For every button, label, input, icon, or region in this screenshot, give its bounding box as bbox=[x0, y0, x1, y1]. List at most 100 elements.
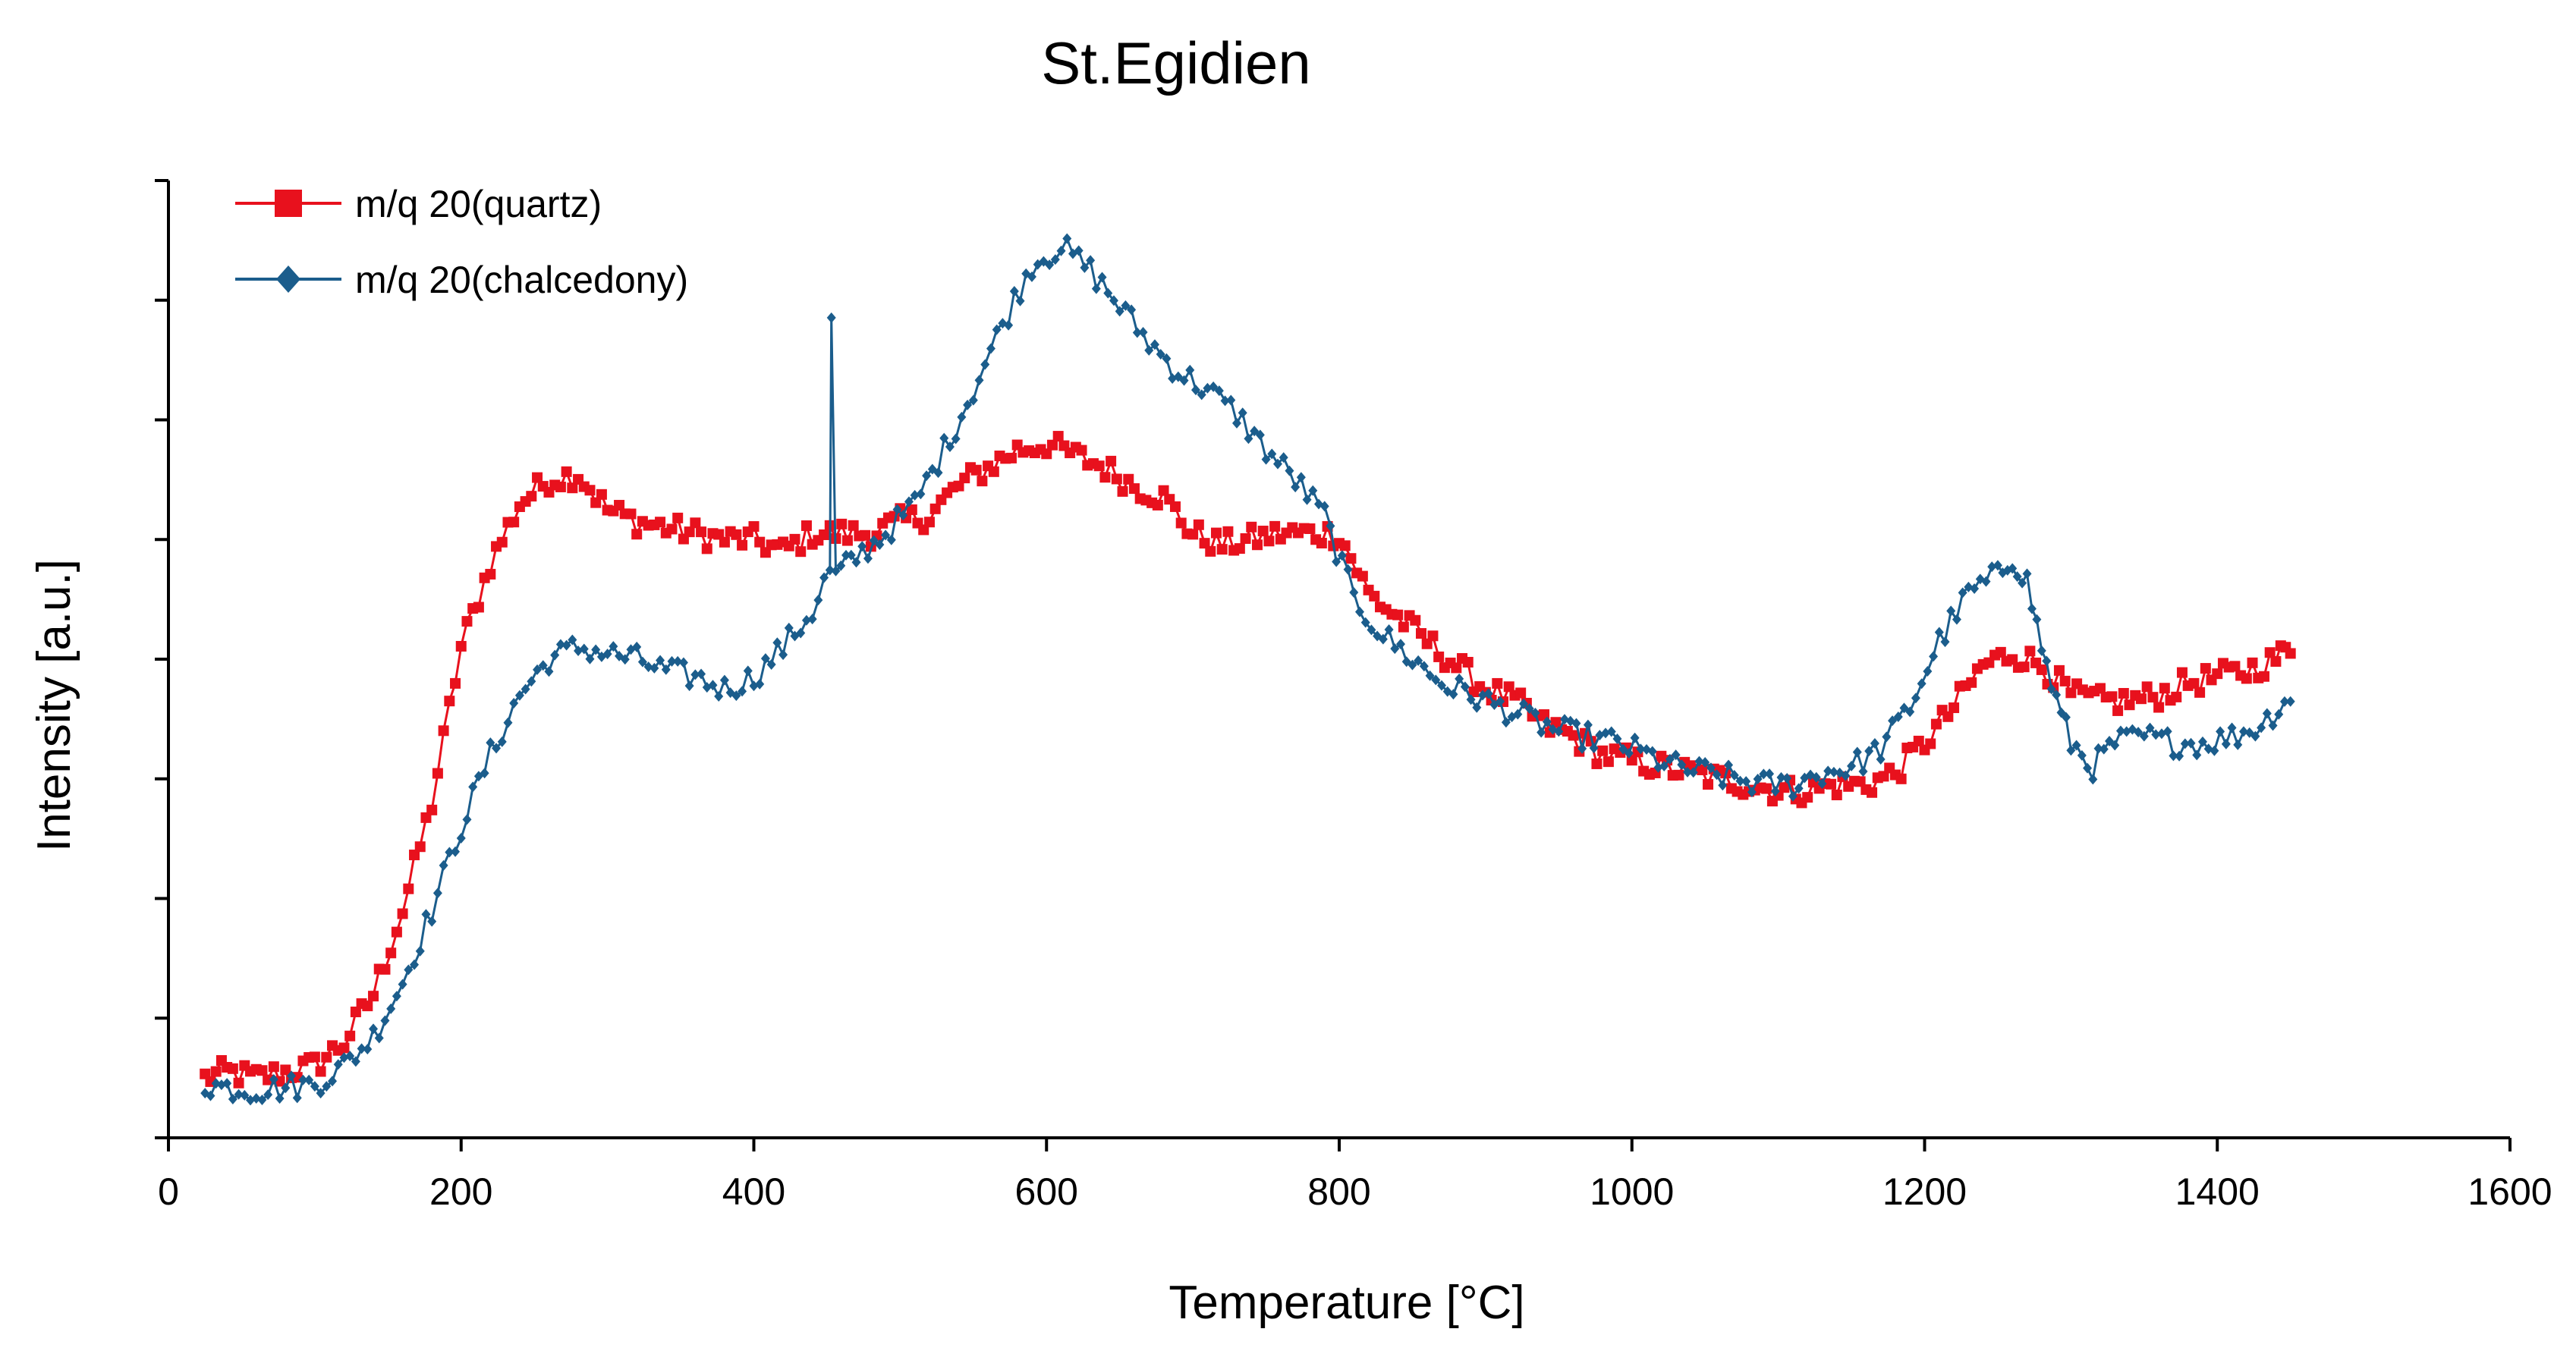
data-point bbox=[544, 666, 554, 677]
data-point bbox=[2186, 737, 2196, 749]
data-point bbox=[1056, 245, 1066, 256]
data-point bbox=[819, 529, 830, 540]
data-point bbox=[1583, 719, 1593, 730]
data-point bbox=[263, 1089, 273, 1101]
data-point bbox=[1158, 485, 1169, 496]
data-point bbox=[957, 411, 967, 423]
data-point bbox=[1319, 501, 1329, 512]
data-point bbox=[637, 656, 647, 668]
data-point bbox=[2216, 726, 2225, 737]
data-point bbox=[2194, 686, 2206, 698]
data-point bbox=[1568, 730, 1579, 741]
data-point bbox=[333, 1059, 343, 1070]
data-point bbox=[869, 535, 879, 546]
data-point bbox=[432, 768, 443, 779]
data-point bbox=[227, 1063, 238, 1074]
data-point bbox=[292, 1092, 302, 1104]
data-point bbox=[667, 655, 677, 667]
x-axis-label: Temperature [°C] bbox=[1168, 1277, 1524, 1329]
data-point bbox=[1214, 385, 1224, 397]
data-point bbox=[514, 690, 524, 701]
data-point bbox=[690, 517, 701, 529]
data-point bbox=[1339, 540, 1351, 551]
data-point bbox=[1653, 762, 1663, 773]
data-point bbox=[1591, 758, 1603, 769]
data-point bbox=[760, 653, 770, 664]
data-point bbox=[690, 669, 700, 680]
data-point bbox=[701, 543, 712, 554]
data-point bbox=[1913, 735, 1924, 746]
data-point bbox=[1735, 775, 1745, 787]
data-point bbox=[1940, 636, 1950, 648]
data-point bbox=[427, 916, 437, 927]
data-point bbox=[796, 627, 806, 639]
data-point bbox=[1794, 783, 1804, 794]
data-point bbox=[2264, 647, 2276, 658]
data-point bbox=[1121, 300, 1131, 311]
data-point bbox=[1302, 494, 1312, 505]
data-point bbox=[860, 529, 871, 541]
data-point bbox=[1408, 659, 1417, 671]
data-point bbox=[1246, 521, 1257, 532]
data-point bbox=[1942, 711, 1954, 722]
data-point bbox=[1700, 757, 1710, 768]
data-point bbox=[2036, 664, 2047, 675]
y-axis-label: Intensity [a.u.] bbox=[28, 559, 80, 852]
data-point bbox=[748, 521, 760, 532]
data-point bbox=[846, 549, 856, 561]
x-tick-label: 200 bbox=[429, 1170, 492, 1213]
data-point bbox=[357, 1043, 366, 1054]
data-point bbox=[1097, 272, 1107, 283]
legend: m/q 20(quartz) m/q 20(chalcedony) bbox=[235, 183, 688, 301]
data-point bbox=[1448, 689, 1458, 700]
data-point bbox=[1847, 760, 1857, 771]
data-point bbox=[2210, 745, 2219, 756]
data-point bbox=[485, 568, 496, 580]
data-point bbox=[2257, 722, 2266, 734]
data-point bbox=[1285, 465, 1294, 476]
data-point bbox=[1384, 624, 1394, 635]
data-point bbox=[403, 883, 414, 894]
data-point bbox=[2221, 738, 2231, 749]
data-point bbox=[1806, 769, 1816, 781]
data-point bbox=[625, 508, 637, 520]
data-point bbox=[1269, 520, 1281, 532]
data-point bbox=[1138, 327, 1148, 338]
data-point bbox=[304, 1074, 314, 1085]
data-point bbox=[1369, 590, 1380, 602]
data-point bbox=[1888, 715, 1898, 727]
data-point bbox=[456, 833, 466, 844]
data-point bbox=[409, 850, 420, 861]
data-point bbox=[2008, 563, 2018, 574]
data-point bbox=[1817, 778, 1827, 790]
data-point bbox=[2169, 750, 2178, 762]
data-point bbox=[380, 1015, 390, 1026]
data-point bbox=[1291, 482, 1301, 493]
data-point bbox=[1244, 433, 1253, 445]
data-point bbox=[968, 394, 978, 406]
data-point bbox=[2037, 645, 2046, 656]
data-point bbox=[1250, 426, 1260, 437]
data-point bbox=[414, 841, 426, 853]
data-point bbox=[1492, 677, 1503, 689]
data-point bbox=[432, 887, 442, 899]
data-point bbox=[1041, 448, 1052, 460]
data-point bbox=[1542, 716, 1552, 727]
data-point bbox=[988, 466, 999, 477]
data-point bbox=[1251, 539, 1263, 551]
data-point bbox=[2135, 693, 2147, 705]
data-point bbox=[344, 1030, 356, 1041]
data-point bbox=[656, 655, 665, 666]
data-point bbox=[257, 1094, 267, 1105]
data-point bbox=[2112, 705, 2124, 716]
data-point bbox=[959, 473, 970, 484]
data-point bbox=[2285, 696, 2295, 707]
data-point bbox=[532, 472, 543, 483]
data-point bbox=[929, 503, 941, 514]
data-point bbox=[1378, 633, 1388, 645]
data-point bbox=[977, 476, 988, 487]
data-point bbox=[468, 781, 478, 793]
data-point bbox=[1117, 485, 1128, 497]
x-tick-label: 800 bbox=[1307, 1170, 1370, 1213]
data-point bbox=[2274, 708, 2284, 720]
